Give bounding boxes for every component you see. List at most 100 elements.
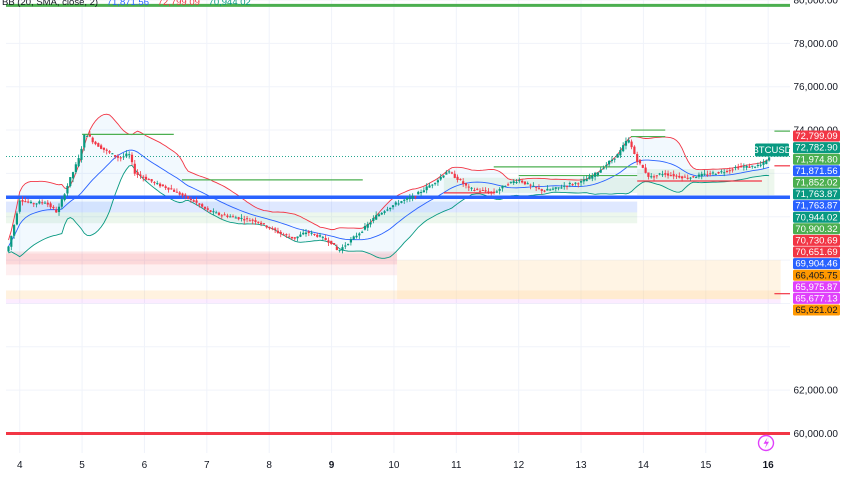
candle-body xyxy=(245,218,249,220)
y-tick-label: 62,000.00 xyxy=(794,386,839,397)
candle-body xyxy=(546,188,549,191)
candle-body xyxy=(389,207,392,210)
candle-body xyxy=(655,175,658,177)
price-tag-label: 71,763.87 xyxy=(795,189,837,200)
candle-body xyxy=(577,183,580,185)
candle-body xyxy=(711,172,715,174)
candle-body xyxy=(318,235,322,237)
candle-body xyxy=(450,172,454,174)
candle-body xyxy=(55,209,58,213)
candle-body xyxy=(627,140,630,143)
candle-body xyxy=(422,190,425,193)
candle-body xyxy=(391,205,395,208)
x-tick-label: 16 xyxy=(763,460,775,471)
candle-body xyxy=(302,232,305,235)
candle-body xyxy=(622,145,625,152)
candle-body xyxy=(13,225,16,236)
candle-body xyxy=(697,174,701,177)
candle-body xyxy=(394,202,397,205)
price-tag-label: 66,405.75 xyxy=(795,270,837,281)
price-tag-bg xyxy=(793,269,840,281)
candle-body xyxy=(209,210,212,212)
candle-body xyxy=(248,220,251,222)
x-tick-label: 7 xyxy=(204,460,210,471)
price-tag-bg xyxy=(793,153,840,165)
candle-body xyxy=(630,141,633,148)
candle-body xyxy=(195,200,198,203)
candle-body xyxy=(282,234,285,236)
price-tag-bg xyxy=(793,246,840,258)
candle-body xyxy=(369,222,372,225)
candle-body xyxy=(540,189,543,191)
candle-body xyxy=(613,158,616,160)
candle-body xyxy=(380,212,383,215)
candle-body xyxy=(709,173,712,175)
candle-body xyxy=(35,203,38,205)
candle-body xyxy=(706,174,709,176)
candle-body xyxy=(664,173,667,175)
candle-body xyxy=(85,135,89,137)
candle-body xyxy=(375,215,378,220)
candle-body xyxy=(18,200,21,212)
grid xyxy=(6,0,790,453)
candle-body xyxy=(231,216,235,218)
candle-body xyxy=(203,206,207,209)
candle-body xyxy=(257,221,260,223)
candle-body xyxy=(476,188,479,190)
candle-body xyxy=(526,183,529,185)
candle-body xyxy=(756,164,759,166)
candle-body xyxy=(652,176,656,178)
candle-body xyxy=(77,158,80,167)
candle-body xyxy=(153,182,156,184)
candle-body xyxy=(172,189,176,192)
candle-body xyxy=(355,235,358,238)
candle-body xyxy=(397,203,400,205)
candle-body xyxy=(563,185,566,187)
candle-body xyxy=(619,150,622,156)
x-tick-label: 12 xyxy=(513,460,525,471)
price-tags: 72,799.0972,782.9071,974.8071,871.5671,8… xyxy=(752,130,840,316)
candle-body xyxy=(226,215,229,218)
candle-body xyxy=(189,199,193,201)
candle-body xyxy=(150,179,153,182)
candle-body xyxy=(523,181,527,185)
candle-body xyxy=(453,173,456,178)
candle-body xyxy=(24,201,27,203)
candle-body xyxy=(411,196,414,199)
indicator-legend[interactable]: BB (20, SMA, close, 2) 71,871.56 72,799.… xyxy=(2,0,251,8)
upper-band xyxy=(8,113,770,241)
candle-body xyxy=(610,159,614,162)
candle-body xyxy=(63,194,66,201)
candle-body xyxy=(408,197,411,200)
candle-body xyxy=(74,164,77,173)
candle-body xyxy=(49,203,52,208)
candle-body xyxy=(680,176,684,179)
candle-body xyxy=(15,213,19,225)
candle-body xyxy=(290,236,294,239)
price-tag-label: 71,852.02 xyxy=(795,178,837,189)
candle-body xyxy=(136,172,139,175)
candle-body xyxy=(473,189,476,191)
candle-body xyxy=(43,202,47,204)
time-axis[interactable]: 4 5 6 7 8 9 10 11 12 13 14 15 16 xyxy=(17,460,774,471)
candle-body xyxy=(285,234,288,236)
candle-body xyxy=(114,155,117,157)
price-tag-label: 65,677.13 xyxy=(795,294,837,305)
price-tag-label: 72,799.09 xyxy=(795,131,837,142)
x-tick-label: 14 xyxy=(638,460,650,471)
candle-body xyxy=(156,183,159,185)
zone xyxy=(6,212,638,224)
candle-body xyxy=(316,234,319,237)
candle-body xyxy=(133,163,136,174)
basis-line xyxy=(8,149,770,247)
price-tag-bg xyxy=(793,142,840,154)
candle-body xyxy=(80,148,83,160)
candle-body xyxy=(83,134,86,148)
candle-body xyxy=(52,206,55,209)
lightning-icon[interactable] xyxy=(757,434,775,452)
candle-body xyxy=(728,170,731,172)
candle-body xyxy=(262,223,266,225)
candle-body xyxy=(175,191,178,193)
candle-body xyxy=(187,196,190,199)
